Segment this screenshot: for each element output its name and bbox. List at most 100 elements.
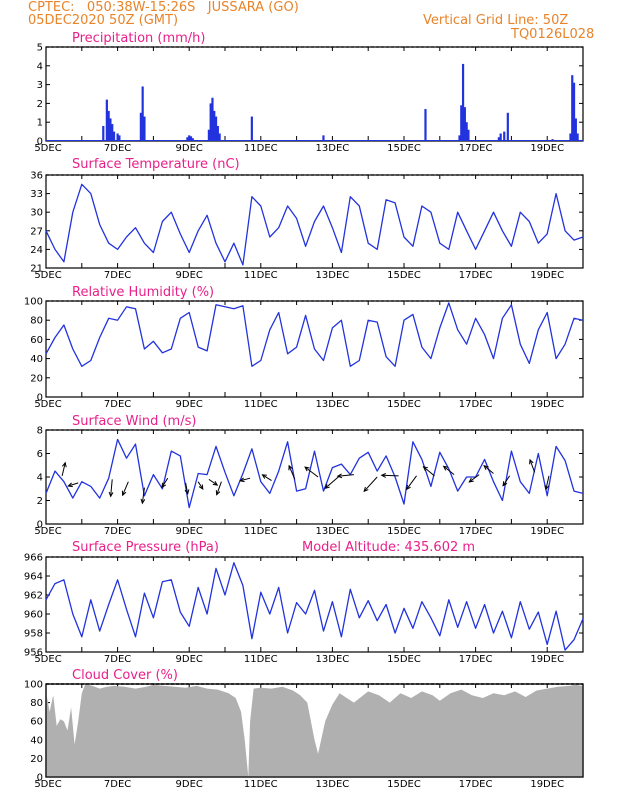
- x-tick-label: 13DEC: [316, 526, 350, 537]
- y-tick-label: 36: [30, 171, 43, 182]
- precip-bar: [461, 63, 465, 141]
- precip-bar: [118, 135, 121, 141]
- panel-title: Relative Humidity (%): [72, 285, 214, 300]
- header-grid-note: Vertical Grid Line: 50Z: [423, 13, 569, 28]
- x-tick-label: 5DEC: [34, 654, 61, 665]
- precip-bar: [499, 133, 502, 141]
- wind-arrow: [61, 462, 66, 476]
- x-tick-label: 15DEC: [387, 779, 421, 790]
- wind-arrow-head: [442, 465, 449, 471]
- x-tick-label: 19DEC: [530, 779, 564, 790]
- wind-arrow-head: [422, 465, 429, 472]
- precip-bar: [111, 124, 114, 141]
- series-line: [45, 302, 584, 367]
- x-tick-label: 9DEC: [176, 270, 203, 281]
- y-tick-label: 60: [30, 717, 43, 728]
- wind-arrow-head: [108, 491, 114, 498]
- wind-arrow-head: [363, 486, 369, 493]
- panel-title: Cloud Cover (%): [72, 668, 178, 683]
- series-line: [45, 562, 584, 651]
- x-tick-label: 13DEC: [316, 399, 350, 410]
- y-tick-label: 2: [37, 496, 43, 507]
- wind-arrow-head: [336, 473, 343, 479]
- x-tick-label: 19DEC: [530, 143, 564, 154]
- precip-bar: [102, 125, 105, 141]
- wind-arrow: [68, 482, 79, 487]
- x-tick-label: 11DEC: [244, 270, 278, 281]
- precip-bar: [112, 131, 116, 141]
- wind-arrow: [469, 474, 480, 483]
- x-tick-label: 15DEC: [387, 526, 421, 537]
- precip-bar: [109, 118, 112, 141]
- x-tick-label: 19DEC: [530, 399, 564, 410]
- x-tick-label: 5DEC: [34, 270, 61, 281]
- precip-bar: [218, 133, 221, 141]
- y-tick-label: 60: [30, 335, 43, 346]
- precip-bar: [213, 110, 216, 141]
- plot-frame: [45, 46, 584, 142]
- y-tick-label: 100: [24, 680, 43, 691]
- x-tick-label: 15DEC: [387, 270, 421, 281]
- cloud-cover-area: [46, 684, 583, 777]
- header-station: CPTEC: 050:38W-15:26S JUSSARA (GO): [28, 0, 299, 15]
- precip-bar: [209, 103, 212, 141]
- wind-arrow-head: [483, 464, 489, 471]
- x-tick-label: 15DEC: [387, 143, 421, 154]
- x-tick-label: 11DEC: [244, 779, 278, 790]
- wind-arrow: [240, 477, 251, 482]
- plot-frame: [45, 429, 584, 525]
- precip-bar: [189, 136, 193, 141]
- wind-arrow: [262, 474, 272, 481]
- precip-bar: [574, 118, 577, 141]
- x-tick-label: 17DEC: [459, 270, 493, 281]
- series-line: [45, 438, 584, 509]
- y-tick-label: 27: [30, 226, 43, 237]
- wind-arrow: [161, 477, 169, 488]
- precip-bar: [186, 137, 189, 141]
- panel-0: 0 1 2 3 4 5 5DEC 7DEC 9DEC 11DEC 13DEC 15DEC 17DEC 19…: [34, 31, 584, 154]
- x-tick-label: 11DEC: [244, 654, 278, 665]
- precip-bar: [216, 125, 219, 141]
- wind-arrow-head: [529, 458, 534, 465]
- wind-arrow-head: [324, 484, 330, 490]
- x-tick-label: 9DEC: [176, 654, 203, 665]
- wind-arrow: [324, 475, 340, 489]
- y-tick-label: 20: [30, 373, 43, 384]
- wind-arrow: [381, 474, 399, 477]
- y-tick-label: 0: [37, 393, 43, 404]
- precip-bar: [105, 99, 108, 141]
- x-tick-label: 9DEC: [176, 399, 203, 410]
- precip-bar: [107, 110, 110, 141]
- wind-arrow: [545, 475, 550, 490]
- y-tick-label: 5: [37, 43, 43, 54]
- precip-bar: [211, 97, 214, 141]
- panel-3: 0 2 4 6 8 5DEC 7DEC 9DEC 11DEC 13DEC 15DEC 17DEC 19D…: [34, 414, 584, 537]
- x-tick-label: 17DEC: [459, 654, 493, 665]
- y-tick-label: 0: [37, 137, 43, 148]
- precip-bar: [463, 107, 466, 141]
- precip-bar: [191, 138, 194, 141]
- y-tick-label: 1: [37, 118, 43, 129]
- x-tick-label: 17DEC: [459, 779, 493, 790]
- plot-frame-overlay: [45, 683, 584, 778]
- panel-4: 956 958 960 962 964 966 5DEC 7DEC 9DEC 11DEC 13DEC…: [24, 540, 584, 665]
- x-tick-label: 19DEC: [530, 270, 564, 281]
- precip-bar: [572, 82, 576, 141]
- x-tick-label: 17DEC: [459, 143, 493, 154]
- precip-bar: [139, 112, 142, 141]
- panel-1: 21 24 27 30 33 36 5DEC 7DEC 9DEC 11DEC 13DEC 15DEC 1…: [30, 157, 584, 281]
- precip-bar: [188, 135, 191, 141]
- precip-bar: [424, 109, 427, 141]
- y-tick-label: 80: [30, 698, 43, 709]
- y-tick-label: 2: [37, 99, 43, 110]
- wind-arrow-head: [215, 490, 221, 496]
- y-tick-label: 966: [24, 553, 43, 564]
- precip-bar: [576, 133, 579, 141]
- wind-arrow: [443, 465, 455, 476]
- x-tick-label: 19DEC: [530, 654, 564, 665]
- wind-arrow-head: [288, 464, 293, 471]
- wind-arrow: [406, 475, 417, 490]
- y-tick-label: 964: [24, 572, 43, 583]
- precip-bar: [141, 86, 144, 141]
